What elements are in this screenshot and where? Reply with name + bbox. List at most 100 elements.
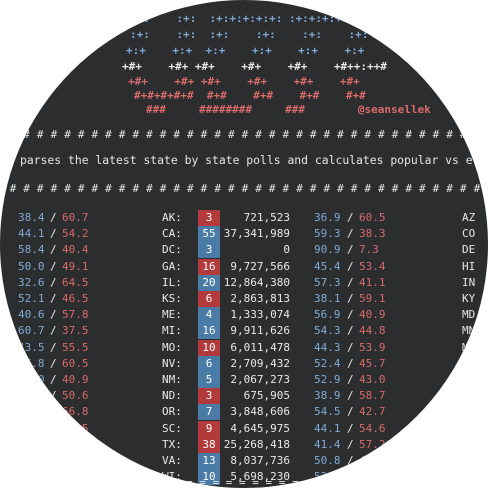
separator: / [50, 340, 57, 354]
left-dem-percent: 37.8 [18, 356, 45, 370]
separator: / [50, 259, 57, 273]
left-rep-percent: 57.8 [62, 308, 89, 322]
table-row: 50.0 / 49.1 GA: 16 9,727,566 45.4 / 53.4 HI [0, 258, 488, 275]
state-code: MI: [162, 324, 182, 338]
separator: / [347, 421, 354, 435]
separator: / [50, 454, 57, 467]
electoral-votes-badge: 16 [198, 323, 220, 340]
table-row: 43.5 / 55.5 MO: 10 6,011,478 44.3 / 53.9 MT [0, 339, 488, 356]
rep-percent: 54.6 [359, 421, 386, 435]
separator: / [50, 292, 57, 305]
left-dem-percent: 61.7 [18, 454, 45, 467]
separator: / [347, 243, 354, 257]
dem-percent: 59.3 [314, 227, 341, 241]
population: 721,523 [243, 211, 290, 224]
electoral-votes-badge: 5 [198, 372, 220, 388]
separator: / [50, 421, 57, 435]
separator: / [50, 324, 57, 338]
state-code: NV: [162, 356, 182, 370]
state-code: NM: [162, 373, 182, 386]
electoral-votes-badge: 6 [198, 355, 220, 372]
left-dem-percent: 44.1 [18, 227, 45, 241]
dem-percent: 44.3 [314, 340, 341, 354]
dem-percent: 54.3 [314, 324, 341, 338]
hash-divider-top: # # # # # # # # # # # # # # # # # # # # … [0, 128, 488, 141]
table-row: 37.8 / 60.5 NV: 6 2,709,432 52.4 / 45.7 NH [0, 355, 488, 372]
population: 25,268,418 [223, 437, 290, 451]
left-rep-percent: 40.9 [62, 373, 89, 386]
electoral-votes-badge: 13 [198, 453, 220, 469]
population: 3,848,606 [230, 405, 290, 419]
population: 675,905 [243, 389, 290, 403]
left-dem-percent: 57.0 [18, 373, 45, 386]
table-row: 60.7 / 37.5 MI: 16 9,911,626 54.3 / 44.8 MN [0, 323, 488, 340]
separator: / [347, 356, 354, 370]
separator: / [347, 389, 354, 403]
ascii-art-line: :+: :+: :+:+:+:+:+: :+:+:+:+:+: [130, 12, 362, 25]
hash-divider-bottom: # # # # # # # # # # # # # # # # # # # # … [0, 182, 488, 195]
separator: / [50, 211, 57, 224]
dem-percent: 41.4 [314, 437, 341, 451]
dem-percent: 36.9 [314, 211, 341, 224]
next-state-code: KY [462, 292, 476, 305]
left-dem-percent: 32.6 [18, 275, 45, 289]
dem-percent: 52.9 [314, 373, 341, 386]
rep-percent: 41.1 [359, 275, 386, 289]
left-rep-percent: 37.5 [62, 324, 89, 338]
rep-percent: 53.4 [359, 259, 386, 273]
electoral-votes-badge: 20 [198, 274, 220, 291]
state-code: AK: [162, 211, 182, 224]
state-code: ND: [162, 389, 182, 403]
dem-percent: 45.4 [314, 259, 341, 273]
population: 0 [283, 243, 290, 257]
population: 9,727,566 [230, 259, 290, 273]
left-dem-percent: 43.5 [18, 340, 45, 354]
left-rep-percent: 56.5 [62, 421, 89, 435]
rep-percent: 47.8 [359, 454, 386, 467]
table-row: 32.6 / 64.5 IL: 20 12,864,380 57.3 / 41.1 IN [0, 274, 488, 291]
dem-percent: 57.3 [314, 275, 341, 289]
rep-percent: 45.9 [359, 470, 386, 484]
electoral-votes-badge: 7 [198, 404, 220, 421]
next-state-code: MD [462, 308, 476, 322]
separator: / [50, 356, 57, 370]
dem-percent: 38.9 [314, 389, 341, 403]
state-code: CA: [162, 227, 182, 241]
population: 6,011,478 [230, 340, 290, 354]
ascii-art-line: :+: :+: :+: :+: :+: :+: [130, 28, 369, 41]
population: 2,067,273 [230, 373, 290, 386]
ascii-art-line: ### ######## ### @seansellek [146, 103, 431, 116]
separator: / [347, 275, 354, 289]
population: 1,333,074 [230, 308, 290, 322]
separator: / [50, 437, 57, 451]
separator: / [347, 437, 354, 451]
electoral-votes-badge: 38 [198, 436, 220, 453]
population: 5,698,230 [230, 470, 290, 484]
separator: / [50, 373, 57, 386]
left-rep-percent: 54.2 [62, 227, 89, 241]
left-rep-percent: 64.5 [62, 275, 89, 289]
next-state-code: DE [462, 243, 476, 257]
bottom-divider: = = = = = = = = = = = = = = = = = = = = [186, 476, 445, 488]
left-rep-percent: 60.5 [62, 356, 89, 370]
population: 2,863,813 [230, 292, 290, 305]
dem-percent: 52.8 [314, 470, 341, 484]
separator: / [347, 405, 354, 419]
dem-percent: 38.1 [314, 292, 341, 305]
rep-percent: 7.3 [359, 243, 379, 257]
electoral-votes-badge: 10 [198, 339, 220, 356]
next-state-code: OH [462, 389, 476, 403]
rep-percent: 45.7 [359, 356, 386, 370]
ascii-art-line: +:+ +:+ +:+ +:+ +:+ +:+ [126, 44, 365, 57]
electoral-votes-badge: 3 [198, 242, 220, 259]
left-rep-percent: 46.5 [62, 292, 89, 305]
left-dem-percent: 38.2 [18, 470, 45, 484]
table-row: 41.5 / 56.5 SC: 9 4,645,975 44.1 / 54.6 SD [0, 420, 488, 437]
state-code: GA: [162, 259, 182, 273]
table-row: 44.1 / 54.2 CA: 55 37,341,989 59.3 / 38.3 CO [0, 226, 488, 243]
dem-percent: 54.5 [314, 405, 341, 419]
table-row: 61.7 / 35.4 VA: 13 8,037,736 50.8 / 47.8 WA [0, 453, 488, 469]
separator: / [50, 308, 57, 322]
rep-percent: 42.7 [359, 405, 386, 419]
